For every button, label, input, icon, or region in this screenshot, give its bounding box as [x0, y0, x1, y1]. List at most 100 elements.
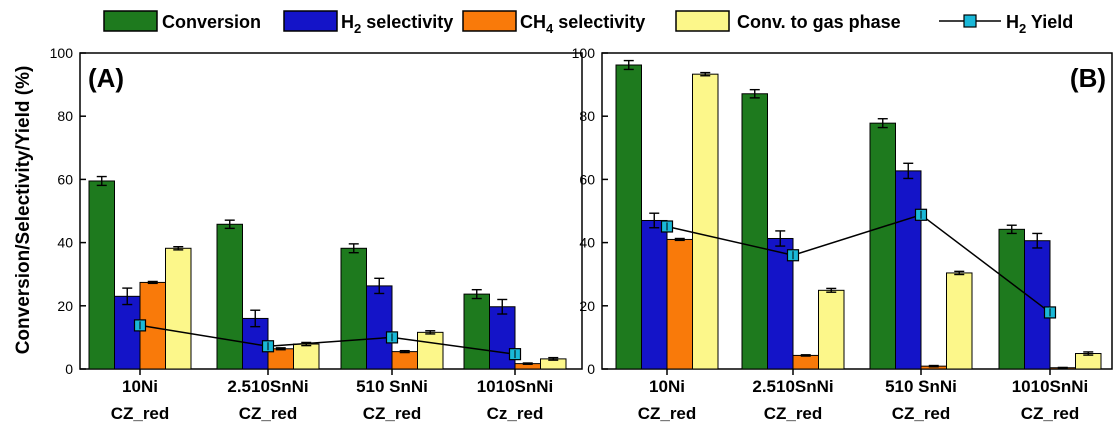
- x-tick-label: 2.510SnNi: [227, 377, 308, 396]
- error-bar: [700, 71, 711, 77]
- error-bar: [471, 288, 482, 300]
- legend-label-2: CH4 selectivity: [520, 12, 645, 36]
- x-tick-label: 1010SnNi: [1012, 377, 1089, 396]
- legend-swatch-1: [283, 10, 338, 32]
- series-2: [666, 237, 1076, 370]
- bar: [1075, 353, 1102, 370]
- error-bar: [877, 118, 888, 129]
- y-tick-label: 0: [587, 361, 595, 377]
- legend: Conversion H2 selectivity CH4 selectivity C…: [103, 10, 1073, 36]
- error-bar: [928, 364, 939, 368]
- error-bar: [826, 287, 837, 293]
- y-tick-label: 0: [65, 361, 73, 377]
- x-tick-label: CZ_red: [363, 404, 422, 423]
- bar: [165, 247, 192, 370]
- x-tick-label: CZ_red: [638, 404, 697, 423]
- bar: [741, 93, 768, 370]
- bar: [998, 228, 1025, 370]
- x-tick-label: 10Ni: [122, 377, 158, 396]
- legend-item-0: Conversion: [103, 10, 261, 32]
- x-tick-label: CZ_red: [1021, 404, 1080, 423]
- legend-item-3: Conv. to gas phase: [675, 10, 901, 32]
- error-bar: [674, 237, 685, 242]
- y-tick-label: 100: [572, 45, 596, 61]
- series-1: [641, 162, 1051, 370]
- panel-label: (B): [1070, 63, 1106, 93]
- legend-label-1: H2 selectivity: [341, 12, 453, 36]
- legend-label-4: H2 Yield: [1006, 12, 1073, 36]
- yield-line-group: [660, 208, 1057, 319]
- x-tick-label: 10Ni: [649, 377, 685, 396]
- error-bar: [954, 270, 965, 276]
- error-bar: [224, 219, 235, 230]
- legend-item-4: H2 Yield: [939, 12, 1073, 36]
- error-bar: [275, 347, 286, 351]
- error-bar: [1057, 366, 1068, 369]
- bar: [216, 223, 243, 370]
- error-bar: [623, 59, 634, 71]
- error-bar: [173, 246, 184, 251]
- series-0: [88, 175, 490, 370]
- panel-a: 0 20 40 60 80 100 (A) 10Ni CZ_red 2.510SnNi CZ_red…: [50, 45, 583, 423]
- bar: [88, 180, 115, 370]
- error-bar: [1083, 351, 1094, 356]
- legend-item-2: CH4 selectivity: [462, 10, 645, 36]
- x-tick-label: 510 SnNi: [885, 377, 957, 396]
- error-bar: [497, 298, 508, 315]
- x-tick-label: 1010SnNi: [477, 377, 554, 396]
- legend-swatch-2: [462, 10, 517, 32]
- bar: [391, 351, 418, 370]
- x-tick-label: 2.510SnNi: [752, 377, 833, 396]
- error-bar: [749, 88, 760, 99]
- y-tick-label: 80: [57, 108, 73, 124]
- bar: [340, 247, 367, 370]
- plot-frame: [601, 52, 1113, 370]
- error-bar: [122, 287, 133, 306]
- error-bar: [399, 349, 410, 354]
- series-3: [692, 71, 1102, 370]
- error-bar: [250, 309, 261, 328]
- error-bar: [522, 362, 533, 365]
- error-bar: [374, 277, 385, 295]
- x-tick-label: CZ_red: [764, 404, 823, 423]
- bar: [114, 295, 141, 370]
- bar: [366, 285, 393, 370]
- bar: [293, 343, 320, 370]
- panel-b: 0 20 40 60 80 100 (B) 10Ni CZ_red 2.510SnNi CZ_red…: [572, 45, 1113, 423]
- series-3: [165, 246, 567, 370]
- series-0: [615, 59, 1025, 370]
- error-bar: [903, 162, 914, 180]
- error-bar: [1006, 224, 1017, 235]
- bar: [666, 238, 693, 370]
- error-bar: [348, 243, 359, 254]
- y-tick-label: 40: [57, 235, 73, 251]
- error-bar: [147, 280, 158, 285]
- yield-line-group: [133, 319, 522, 361]
- error-bar: [425, 330, 436, 335]
- legend-swatch-3: [675, 10, 730, 32]
- error-bar: [1032, 232, 1043, 249]
- bar: [895, 170, 922, 370]
- bar: [615, 64, 642, 370]
- bar: [417, 331, 444, 370]
- panel-label: (A): [88, 63, 124, 93]
- bar: [818, 289, 845, 370]
- y-tick-label: 60: [579, 171, 595, 187]
- error-bar: [649, 212, 660, 229]
- legend-label-0: Conversion: [162, 12, 261, 32]
- error-bar: [96, 175, 107, 187]
- y-axis-label: Conversion/Selectivity/Yield (%): [13, 66, 34, 355]
- y-tick-label: 80: [579, 108, 595, 124]
- legend-item-1: H2 selectivity: [283, 10, 453, 36]
- y-tick-label: 100: [50, 45, 74, 61]
- bar: [641, 219, 668, 370]
- error-bar: [548, 356, 559, 361]
- error-bar: [800, 354, 811, 357]
- x-tick-label: CZ_red: [239, 404, 298, 423]
- legend-label-3: Conv. to gas phase: [737, 12, 901, 32]
- y-tick-label: 20: [579, 298, 595, 314]
- bar: [792, 354, 819, 370]
- bar: [946, 272, 973, 370]
